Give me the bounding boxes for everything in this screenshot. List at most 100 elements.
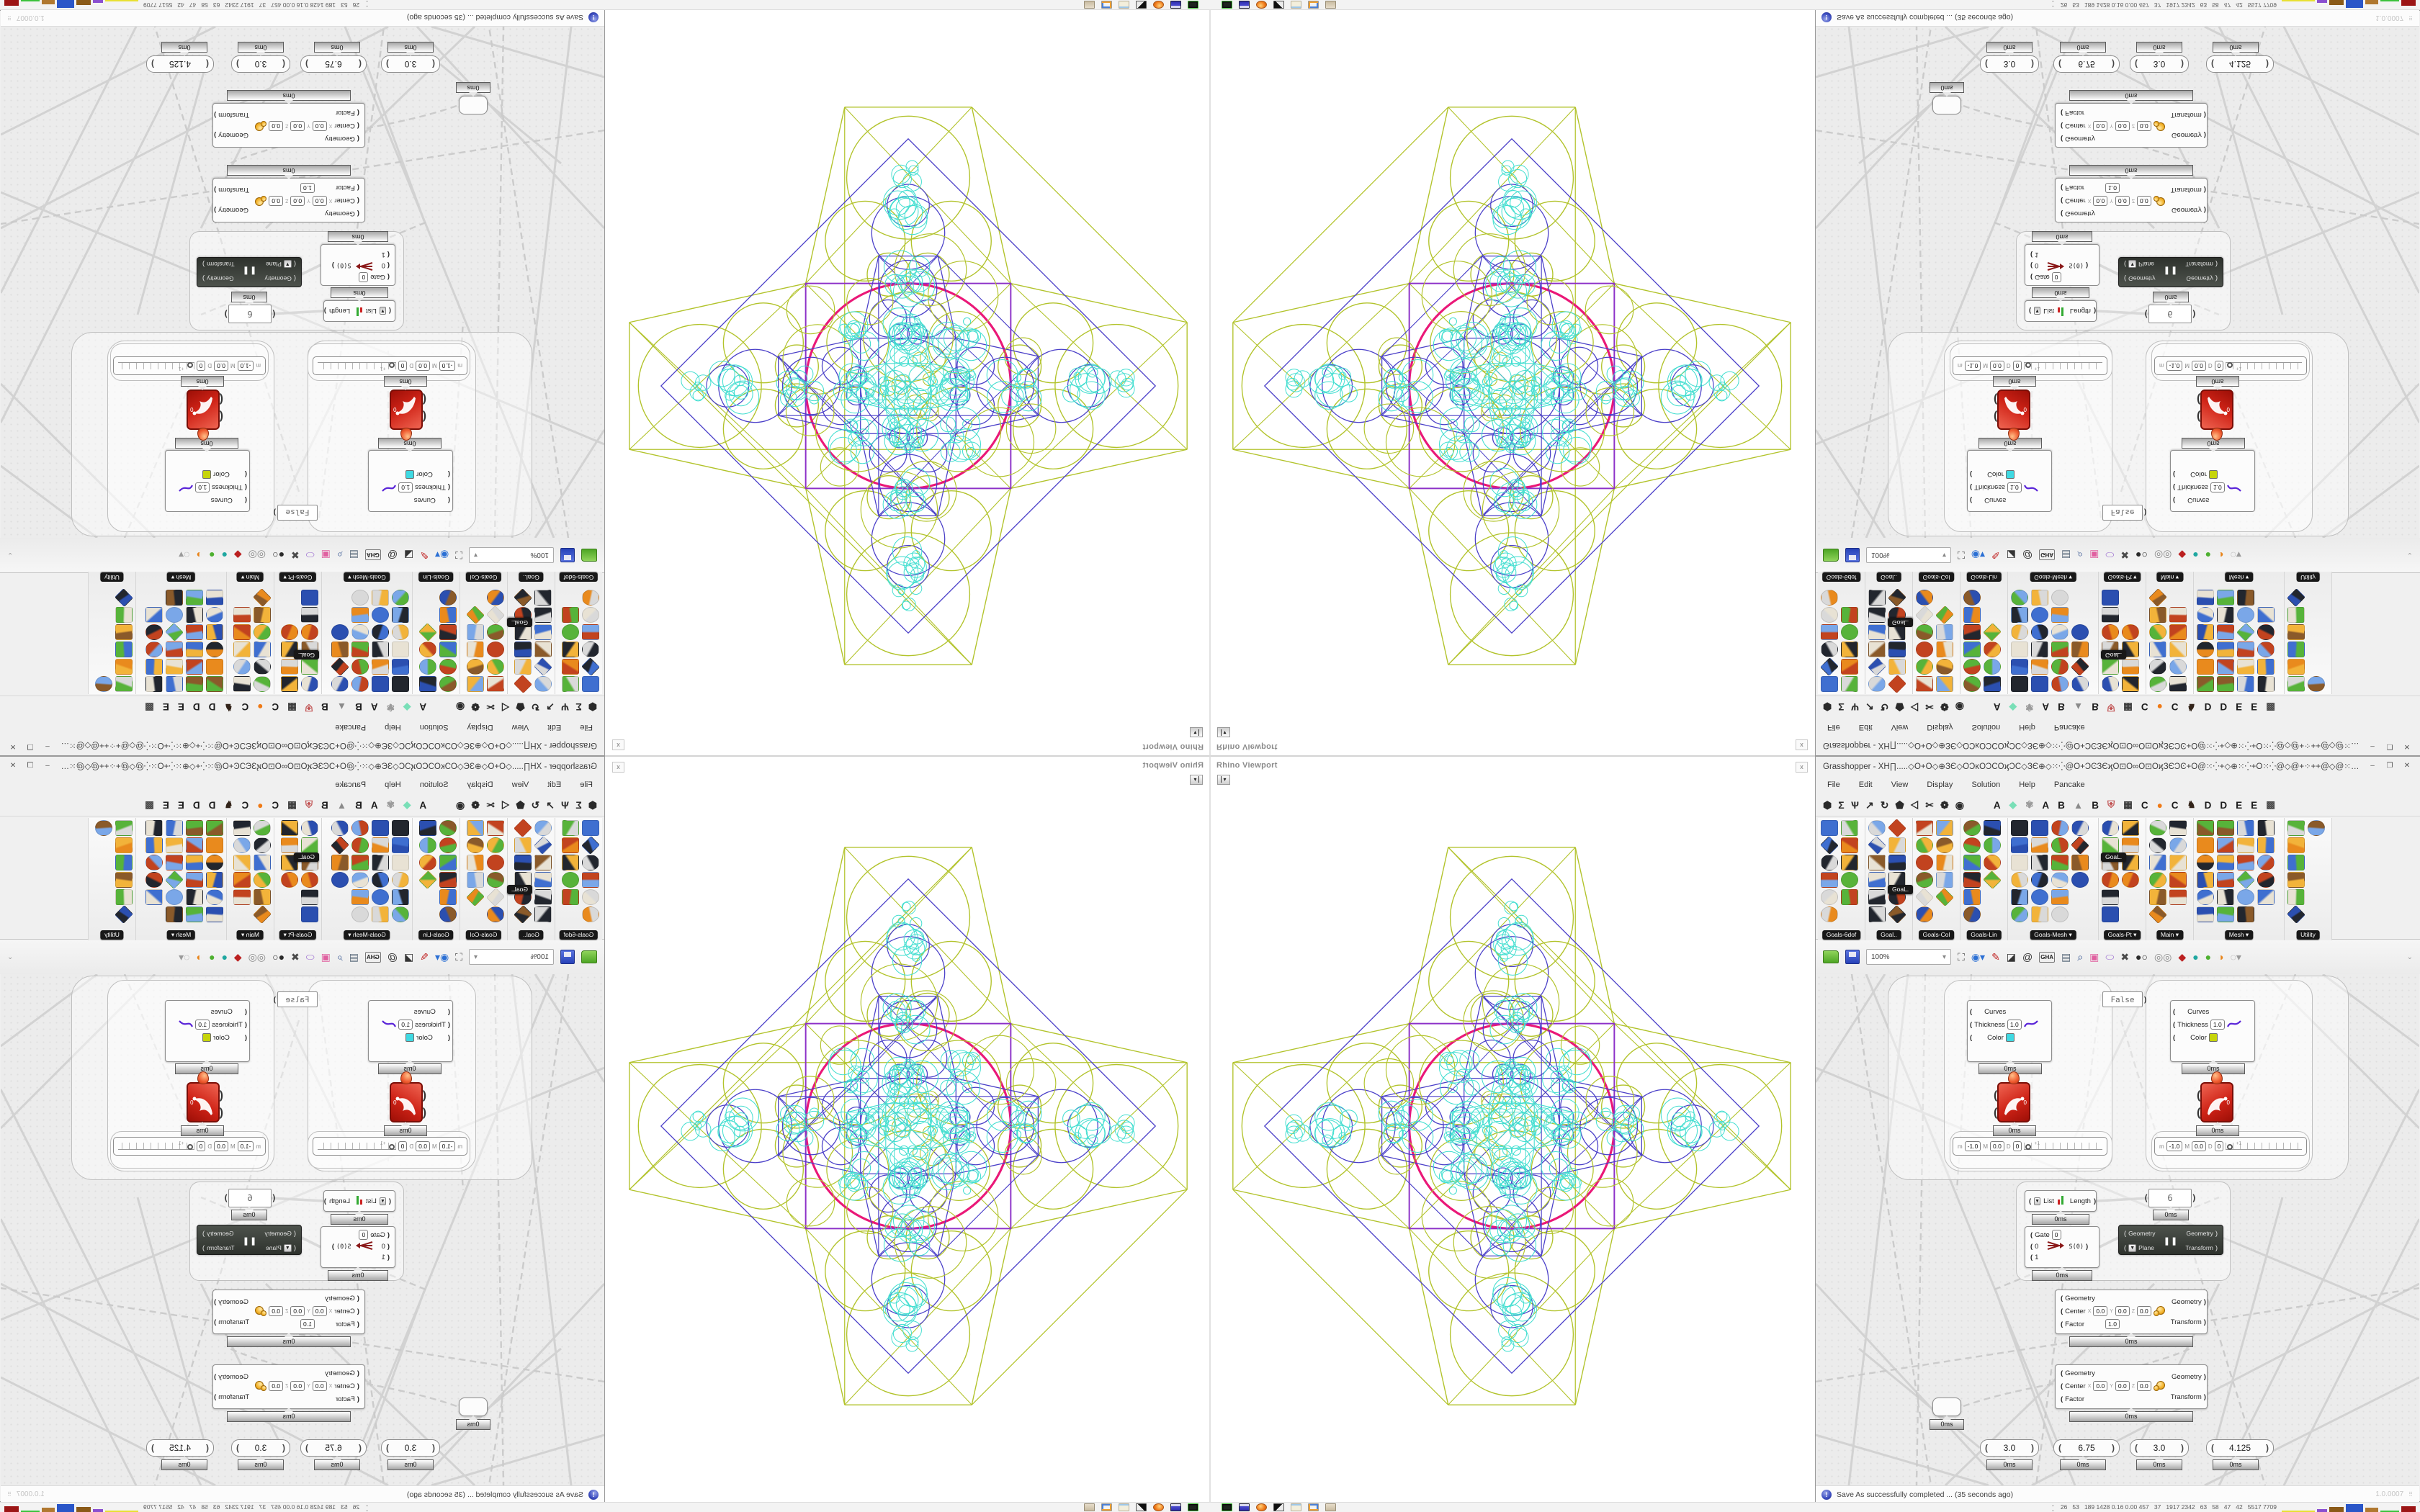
palette-icon[interactable] bbox=[2237, 659, 2254, 675]
palette-icon[interactable] bbox=[2287, 820, 2305, 836]
palette-group-label[interactable]: Goals-6dof bbox=[1821, 930, 1861, 940]
palette-icon[interactable] bbox=[331, 624, 349, 640]
color-swatch[interactable] bbox=[2208, 1033, 2218, 1042]
palette-icon[interactable] bbox=[2217, 607, 2234, 623]
number-slider-capsule[interactable]: (3.0) bbox=[381, 55, 440, 73]
palette-icon[interactable] bbox=[145, 624, 163, 640]
palette-icon[interactable] bbox=[2217, 820, 2234, 836]
palette-group-label[interactable]: Utility bbox=[2296, 572, 2320, 582]
preview-half-icon[interactable]: ◑ bbox=[2218, 951, 2224, 963]
palette-icon[interactable] bbox=[145, 642, 163, 657]
palette-icon[interactable] bbox=[1916, 676, 1933, 692]
palette-icon[interactable] bbox=[2031, 837, 2048, 853]
palette-icon[interactable] bbox=[115, 624, 133, 640]
zoom-select[interactable]: 100% ▾ bbox=[469, 949, 554, 965]
menu-item-display[interactable]: Display bbox=[1927, 723, 1953, 732]
palette-icon[interactable] bbox=[439, 607, 457, 623]
palette-icon[interactable] bbox=[166, 642, 183, 657]
gha-icon[interactable]: GHA bbox=[2039, 549, 2056, 561]
palette-icon[interactable] bbox=[514, 642, 532, 657]
save-file-icon[interactable] bbox=[1845, 950, 1860, 964]
palette-group-label[interactable]: Goal.. bbox=[519, 572, 544, 582]
palette-icon[interactable] bbox=[1935, 605, 1955, 625]
palette-icon[interactable] bbox=[2169, 820, 2187, 836]
palette-icon[interactable] bbox=[467, 676, 484, 692]
close-button[interactable]: ✕ bbox=[2403, 762, 2411, 770]
minimize-button[interactable]: – bbox=[45, 742, 50, 750]
palette-icon[interactable] bbox=[301, 820, 318, 836]
palette-icon[interactable] bbox=[2217, 855, 2234, 870]
flatten-icon[interactable]: ▼ bbox=[283, 1243, 292, 1252]
viewport-close-button[interactable]: x bbox=[1796, 739, 1808, 750]
palette-icon[interactable] bbox=[301, 872, 318, 888]
menu-item-pancake[interactable]: Pancake bbox=[2053, 780, 2085, 789]
gene-slider-2[interactable]: m -1.0 M 0.0 D 0 +1 bbox=[2154, 1137, 2307, 1156]
palette-icon[interactable] bbox=[186, 590, 203, 606]
number-slider-capsule[interactable]: (3.0) bbox=[1980, 55, 2039, 73]
zoom-extents-icon[interactable]: ⛶ bbox=[1958, 549, 1965, 562]
printer-icon[interactable] bbox=[1084, 1, 1095, 9]
palette-icon[interactable] bbox=[2102, 889, 2119, 905]
palette-icon[interactable] bbox=[2011, 642, 2028, 657]
palette-icon[interactable] bbox=[2197, 889, 2214, 905]
minimize-button[interactable]: – bbox=[2370, 742, 2375, 750]
palette-icon[interactable] bbox=[2031, 607, 2048, 623]
palette-icon[interactable] bbox=[186, 659, 203, 675]
palette-icon[interactable] bbox=[1888, 855, 1906, 870]
palette-group-label[interactable]: Goals-Pt ▾ bbox=[2103, 930, 2141, 940]
palette-icon[interactable] bbox=[2217, 889, 2234, 905]
zoom-extents-icon[interactable]: ⛶ bbox=[455, 549, 462, 562]
printer-icon[interactable] bbox=[1325, 1503, 1336, 1511]
palette-icon[interactable] bbox=[2011, 590, 2028, 606]
palette-icon[interactable] bbox=[1841, 889, 1858, 905]
palette-icon[interactable] bbox=[186, 855, 203, 870]
color-swatch[interactable] bbox=[405, 470, 415, 479]
palette-icon[interactable] bbox=[281, 820, 298, 836]
wire-cross-icon[interactable]: ✖ bbox=[2120, 549, 2130, 562]
palette-icon[interactable] bbox=[2169, 624, 2187, 640]
finder-icon[interactable]: ⌕ bbox=[2077, 549, 2084, 562]
menu-item-solution[interactable]: Solution bbox=[1971, 780, 2001, 789]
printer-icon[interactable] bbox=[1325, 1, 1336, 9]
help-box-icon[interactable]: ▣ bbox=[2089, 549, 2099, 562]
color-swatch[interactable] bbox=[2005, 470, 2015, 479]
palette-icon[interactable] bbox=[418, 622, 438, 642]
palette-icon[interactable] bbox=[1963, 837, 1981, 853]
palette-icon[interactable] bbox=[513, 674, 533, 694]
balloon-icon[interactable]: ⬭ bbox=[2105, 549, 2115, 562]
palette-group-label[interactable]: Main ▾ bbox=[236, 930, 264, 940]
viewport-close-button[interactable]: x bbox=[612, 739, 624, 750]
preview-teal-icon[interactable]: ● bbox=[221, 549, 228, 561]
palette-icon[interactable] bbox=[2237, 676, 2254, 692]
palette-group-label[interactable]: Goals-Mesh ▾ bbox=[344, 572, 390, 582]
palette-icon[interactable] bbox=[2149, 889, 2166, 905]
number-slider-capsule[interactable]: (4.125) bbox=[146, 1439, 214, 1457]
palette-icon[interactable] bbox=[581, 835, 601, 855]
palette-icon[interactable] bbox=[166, 607, 183, 623]
palette-dropdown-pill[interactable]: GoaL. bbox=[1888, 618, 1914, 627]
palette-icon[interactable] bbox=[372, 590, 389, 606]
palette-icon[interactable] bbox=[467, 872, 484, 888]
floppy64-icon[interactable] bbox=[1239, 1503, 1250, 1511]
palette-icon[interactable] bbox=[419, 642, 436, 657]
close-button[interactable]: ✕ bbox=[2403, 742, 2411, 750]
palette-icon[interactable] bbox=[145, 676, 163, 692]
palette-icon[interactable] bbox=[1963, 906, 1981, 922]
palette-icon[interactable] bbox=[1887, 904, 1907, 924]
preview-green-icon[interactable]: ● bbox=[208, 549, 215, 561]
palette-group-label[interactable]: Goals-Pt ▾ bbox=[2103, 572, 2141, 582]
palette-icon[interactable] bbox=[281, 872, 298, 888]
menu-item-view[interactable]: View bbox=[511, 780, 529, 789]
palette-icon[interactable] bbox=[439, 590, 457, 606]
notepad-icon[interactable] bbox=[1119, 1503, 1129, 1511]
palette-icon[interactable] bbox=[419, 855, 436, 870]
palette-icon[interactable] bbox=[145, 872, 163, 888]
scale-node-2[interactable]: (Geometry(Center X 0.0 Y 0.0 Z 0.0(Factor Geome… bbox=[2055, 103, 2208, 148]
palette-icon[interactable] bbox=[419, 659, 436, 675]
palette-icon[interactable] bbox=[2287, 607, 2305, 623]
palette-icon[interactable] bbox=[2169, 676, 2187, 692]
palette-icon[interactable] bbox=[206, 624, 223, 640]
palette-icon[interactable] bbox=[534, 676, 552, 692]
palette-icon[interactable] bbox=[2257, 872, 2275, 888]
palette-group-label[interactable]: Goals-6dof bbox=[559, 572, 599, 582]
